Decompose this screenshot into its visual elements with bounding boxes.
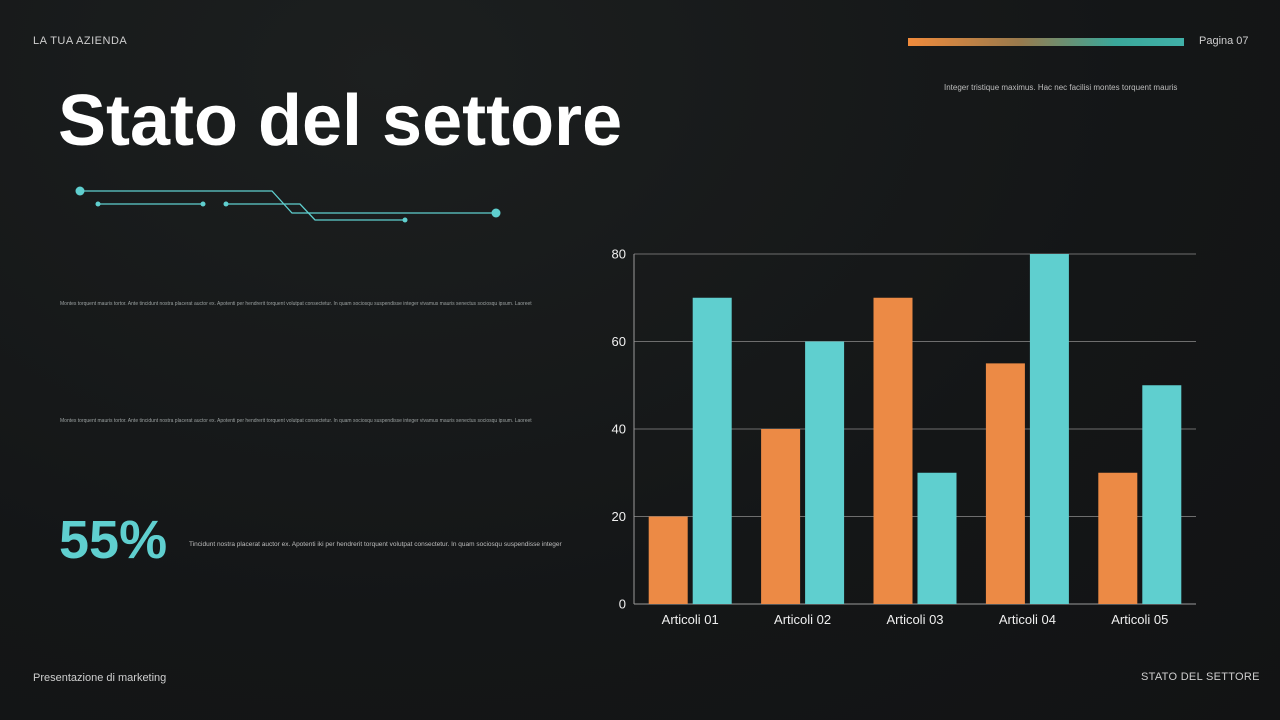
company-name: LA TUA AZIENDA xyxy=(33,35,128,47)
y-tick-label: 60 xyxy=(612,334,626,349)
y-tick-label: 80 xyxy=(612,247,626,262)
bar-series1-5 xyxy=(1098,472,1138,604)
body-paragraph-1: Montes torquent mauris tortor. Ante tinc… xyxy=(60,301,532,307)
bar-chart: 0 20 40 60 80 Articoli 01 Articoli 02 Articoli … xyxy=(612,247,1196,628)
x-tick-label: Articoli 03 xyxy=(886,612,943,627)
y-tick-label: 20 xyxy=(612,509,626,524)
chart-labels: 0 20 40 60 80 Articoli 01 Articoli 02 Articoli … xyxy=(612,247,1169,628)
x-tick-label: Articoli 05 xyxy=(1111,612,1168,627)
x-tick-label: Articoli 02 xyxy=(774,612,831,627)
y-tick-label: 40 xyxy=(612,422,626,437)
y-tick-label: 0 xyxy=(619,597,626,612)
body-paragraph-2: Montes torquent mauris tortor. Ante tinc… xyxy=(60,418,532,424)
page-number: Pagina 07 xyxy=(1199,35,1249,47)
bar-series1-2 xyxy=(761,429,801,604)
bar-series2-5 xyxy=(1142,385,1182,604)
bar-series1-4 xyxy=(985,363,1025,604)
chart-bars xyxy=(648,254,1182,604)
bar-series2-4 xyxy=(1029,254,1069,604)
bar-series2-3 xyxy=(917,472,957,604)
stat-description: Tincidunt nostra placerat auctor ex. Apo… xyxy=(189,541,562,548)
bar-series2-2 xyxy=(805,341,845,604)
header-tagline: Integer tristique maximus. Hac nec facil… xyxy=(944,83,1178,92)
x-tick-label: Articoli 01 xyxy=(662,612,719,627)
footer-presentation-name: Presentazione di marketing xyxy=(33,672,167,684)
slide-title: Stato del settore xyxy=(58,81,623,161)
bar-series1-1 xyxy=(648,516,688,604)
footer-section-name: STATO DEL SETTORE xyxy=(1141,671,1260,683)
gradient-accent-bar xyxy=(908,38,1184,46)
circuit-lines-decoration xyxy=(75,186,501,223)
x-tick-label: Articoli 04 xyxy=(999,612,1056,627)
bar-series2-1 xyxy=(692,297,732,604)
stat-value: 55% xyxy=(59,510,168,570)
bar-series1-3 xyxy=(873,297,913,604)
